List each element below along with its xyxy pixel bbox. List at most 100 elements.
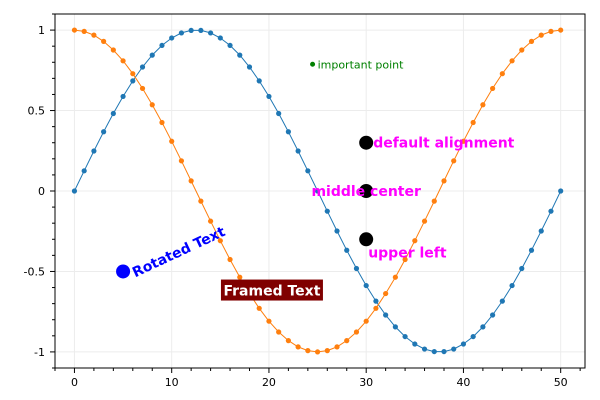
series-point-cos bbox=[159, 119, 165, 126]
annotation-upper-left: upper left bbox=[368, 245, 447, 261]
series-point-cos bbox=[101, 38, 107, 44]
series-point-cos bbox=[256, 305, 262, 311]
series-point-sin bbox=[120, 93, 126, 100]
series-point-sin bbox=[538, 228, 544, 234]
series-point-sin bbox=[314, 188, 321, 194]
series-point-sin bbox=[499, 298, 505, 304]
annotation-frame bbox=[220, 279, 323, 301]
series-point-sin bbox=[373, 298, 379, 304]
series-point-sin bbox=[431, 348, 437, 355]
x-tick-label: 0 bbox=[71, 376, 78, 389]
annotation-framed-text: Framed Text bbox=[223, 284, 320, 300]
series-point-cos bbox=[538, 32, 544, 38]
series-point-cos bbox=[266, 318, 272, 324]
series-point-cos bbox=[305, 348, 311, 354]
series-point-cos bbox=[198, 198, 204, 204]
y-tick-label: -0.5 bbox=[24, 265, 45, 278]
series-point-cos bbox=[490, 85, 496, 92]
series-point-sin bbox=[81, 168, 87, 174]
series-point-cos bbox=[480, 102, 486, 108]
series-point-sin bbox=[256, 78, 262, 84]
annotation-marker bbox=[116, 264, 131, 279]
series-point-sin bbox=[178, 30, 185, 36]
series-point-sin bbox=[460, 341, 467, 347]
series-point-sin bbox=[237, 52, 243, 58]
series-point-sin bbox=[392, 324, 398, 330]
series-point-sin bbox=[149, 52, 155, 58]
series-point-sin bbox=[353, 265, 360, 272]
series-point-cos bbox=[217, 238, 223, 244]
series-point-sin bbox=[130, 78, 136, 84]
series-point-cos bbox=[509, 58, 515, 64]
series-point-sin bbox=[188, 27, 194, 34]
series-point-sin bbox=[451, 346, 457, 352]
series-point-cos bbox=[91, 32, 97, 38]
series-point-cos bbox=[344, 338, 350, 344]
series-point-sin bbox=[490, 312, 496, 318]
series-point-cos bbox=[373, 305, 379, 311]
series-point-cos bbox=[227, 256, 233, 263]
y-tick-label: 0.5 bbox=[28, 105, 46, 118]
series-point-sin bbox=[363, 282, 369, 289]
x-tick-label: 40 bbox=[456, 376, 470, 389]
annotation-layer: important point default alignment middle c… bbox=[116, 58, 515, 301]
series-point-sin bbox=[441, 348, 447, 355]
series-point-sin bbox=[528, 247, 535, 253]
series-point-cos bbox=[460, 138, 467, 144]
series-point-sin bbox=[558, 188, 564, 194]
series-point-sin bbox=[139, 64, 146, 70]
series-point-cos bbox=[421, 218, 428, 224]
axis-ticks: 0 10 20 30 40 50 1 0.5 0 -0.5 -1 bbox=[24, 13, 581, 389]
series-point-sin bbox=[246, 64, 253, 70]
series-point-sin bbox=[110, 110, 116, 117]
series-point-cos bbox=[285, 338, 291, 344]
series-point-sin bbox=[383, 312, 389, 318]
series-point-cos bbox=[499, 71, 505, 77]
series-point-sin bbox=[402, 333, 408, 340]
series-point-cos bbox=[314, 349, 321, 355]
series-point-sin bbox=[305, 168, 311, 174]
series-point-cos bbox=[295, 344, 301, 350]
series-point-sin bbox=[470, 333, 476, 340]
annotation-marker bbox=[359, 135, 374, 150]
series-point-sin bbox=[101, 129, 107, 135]
series-point-cos bbox=[71, 27, 78, 33]
x-tick-label: 10 bbox=[165, 376, 179, 389]
series-point-cos bbox=[334, 344, 340, 350]
y-tick-label: 0 bbox=[38, 185, 45, 198]
series-point-sin bbox=[227, 42, 233, 49]
series-point-sin bbox=[295, 148, 301, 154]
series-point-cos bbox=[139, 85, 146, 92]
series-point-cos bbox=[441, 178, 447, 184]
series-point-sin bbox=[509, 282, 515, 289]
series-point-sin bbox=[519, 265, 525, 272]
series-point-cos bbox=[81, 28, 87, 34]
series-point-cos bbox=[130, 71, 136, 77]
series-point-cos bbox=[451, 158, 457, 164]
series-point-cos bbox=[548, 28, 554, 34]
series-point-sin bbox=[276, 110, 282, 117]
series-point-cos bbox=[178, 158, 185, 164]
series-point-sin bbox=[344, 247, 350, 253]
series-point-sin bbox=[412, 341, 418, 347]
series-point-cos bbox=[237, 274, 243, 280]
series-point-cos bbox=[110, 47, 116, 53]
series-point-cos bbox=[188, 178, 194, 184]
series-point-sin bbox=[324, 208, 330, 214]
series-point-sin bbox=[91, 148, 97, 154]
annotation-rotated-text: Rotated Text bbox=[130, 224, 228, 281]
series-point-sin bbox=[71, 188, 78, 194]
series-point-cos bbox=[558, 27, 564, 33]
series-point-sin bbox=[198, 27, 204, 34]
series-layer bbox=[71, 27, 564, 355]
series-point-cos bbox=[519, 47, 525, 53]
series-point-sin bbox=[207, 30, 214, 36]
series-point-sin bbox=[217, 35, 223, 41]
series-point-cos bbox=[363, 318, 369, 324]
series-point-sin bbox=[421, 346, 428, 352]
series-point-cos bbox=[149, 102, 155, 108]
series-point-cos bbox=[431, 198, 437, 204]
series-point-cos bbox=[392, 274, 398, 280]
annotation-middle-center: middle center bbox=[311, 184, 421, 200]
